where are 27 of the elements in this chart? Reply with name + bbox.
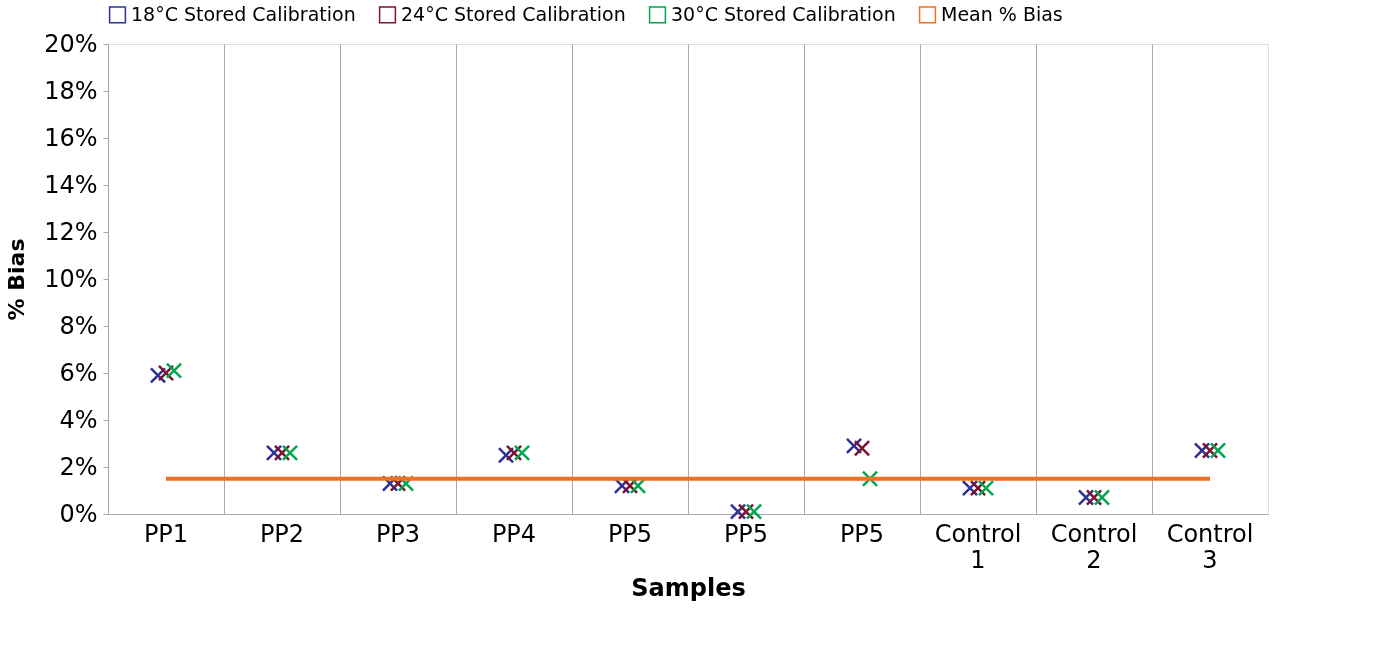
x-axis-title: Samples xyxy=(631,573,746,602)
x-tick-label: Control 1 xyxy=(934,519,1022,574)
y-tick-label: 10% xyxy=(44,264,98,293)
legend-label: Mean % Bias xyxy=(941,2,1063,25)
x-tick-label: PP4 xyxy=(491,519,537,548)
y-axis-title: % Bias xyxy=(4,238,30,321)
y-tick-label: 2% xyxy=(59,452,98,481)
y-tick-label: 6% xyxy=(59,358,98,387)
x-tick-label: PP3 xyxy=(375,519,421,548)
x-tick-label: PP5 xyxy=(839,519,885,548)
y-tick-label: 0% xyxy=(59,499,98,528)
x-tick-label: PP5 xyxy=(723,519,769,548)
y-tick-label: 14% xyxy=(44,170,98,199)
y-tick-label: 18% xyxy=(44,76,98,105)
legend-label: 18°C Stored Calibration xyxy=(131,2,356,25)
x-tick-label: Control 3 xyxy=(1166,519,1254,574)
y-tick-label: 16% xyxy=(44,123,98,152)
legend-label: 24°C Stored Calibration xyxy=(401,2,626,25)
y-tick-label: 8% xyxy=(59,311,98,340)
y-tick-label: 12% xyxy=(44,217,98,246)
x-tick-label: PP2 xyxy=(259,519,305,548)
y-tick-label: 20% xyxy=(44,29,98,58)
x-tick-label: PP1 xyxy=(143,519,189,548)
y-tick-label: 4% xyxy=(59,405,98,434)
x-tick-label: PP5 xyxy=(607,519,653,548)
x-tick-label: Control 2 xyxy=(1050,519,1138,574)
legend-label: 30°C Stored Calibration xyxy=(671,2,896,25)
